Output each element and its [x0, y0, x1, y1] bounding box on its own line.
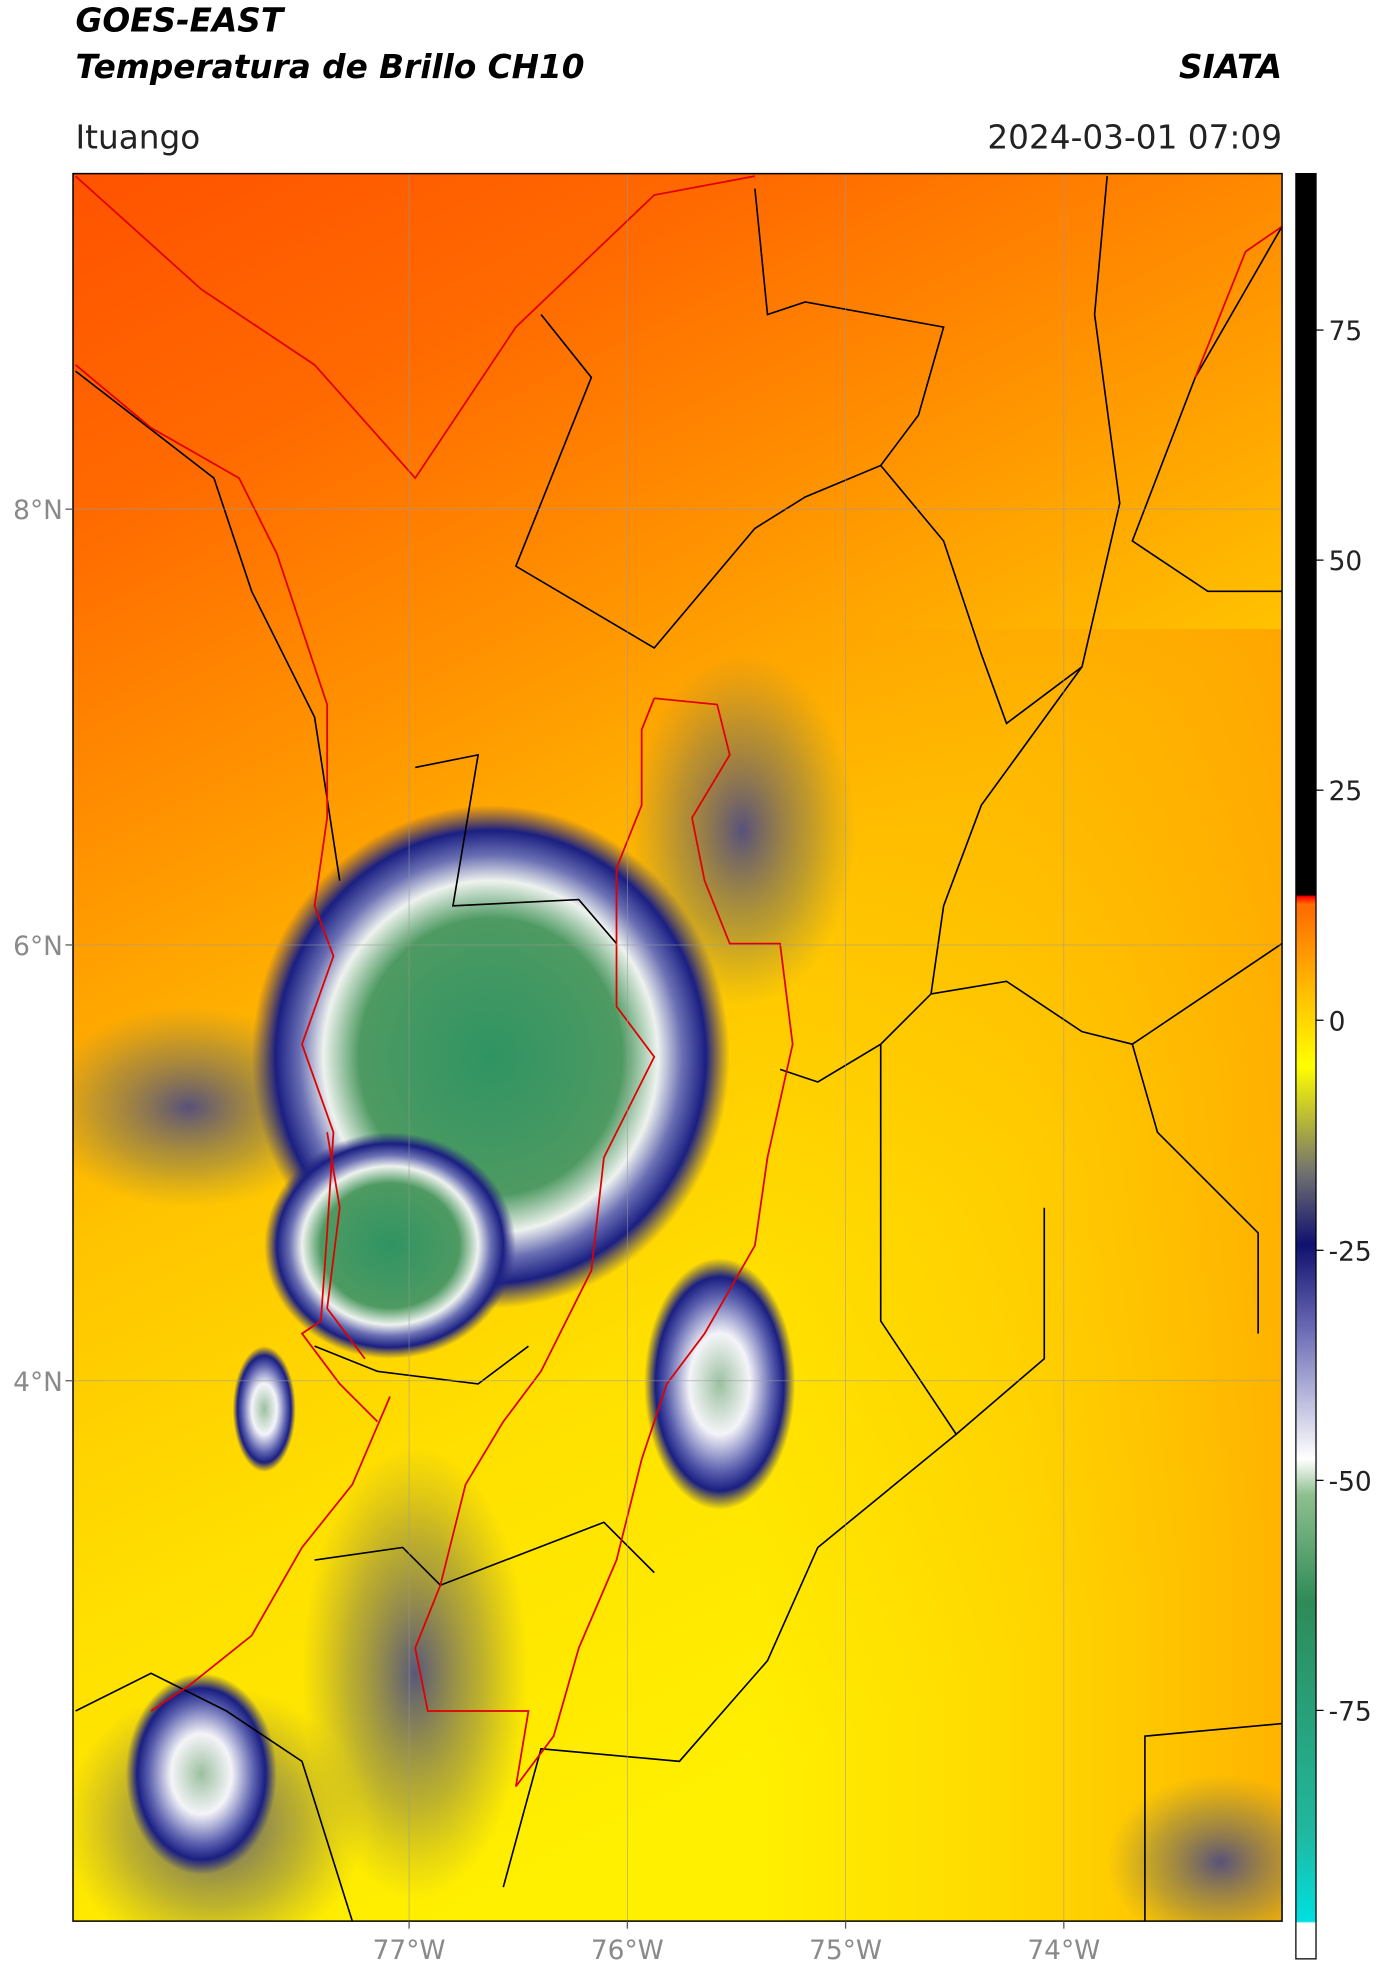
map-image [73, 173, 1283, 1922]
x-tick-label: 76°W [591, 1935, 664, 1966]
colorbar-tick-label: 25 [1329, 776, 1363, 807]
boundary [930, 942, 1283, 1046]
boundary [415, 753, 618, 945]
datetime: 2024-03-01 07:09 [987, 118, 1282, 156]
boundary [314, 1345, 529, 1385]
boundary [1144, 1722, 1283, 1922]
coastline [150, 1396, 391, 1712]
grid [73, 173, 1283, 1922]
boundary [1131, 226, 1283, 593]
y-tick-label: 6°N [13, 931, 63, 962]
ticks: 77°W 76°W 75°W 74°W 8°N 6°N 4°N 75 50 25 0 -25 -50 -7… [13, 316, 1372, 1966]
colorbar-tick-label: -50 [1329, 1466, 1372, 1497]
y-tick-label: 4°N [13, 1367, 63, 1398]
boundary [1131, 1043, 1259, 1334]
colorbar [1295, 172, 1317, 1960]
coastline [326, 1132, 366, 1360]
x-tick-label: 77°W [373, 1935, 446, 1966]
colorbar-tick-label: 0 [1329, 1006, 1346, 1037]
boundaries [75, 176, 1283, 1922]
boundary [502, 1433, 957, 1888]
cloud [232, 1346, 296, 1472]
colorbar-tick-label: 50 [1329, 546, 1363, 577]
map-frame [72, 172, 1283, 1922]
satellite-title: GOES-EAST [76, 1, 286, 39]
colorbar-tick-label: -25 [1329, 1236, 1372, 1267]
brand: SIATA [1179, 48, 1282, 86]
region: Ituango [76, 118, 201, 156]
cloud [644, 1258, 796, 1510]
colorbar-tick-label: 75 [1329, 316, 1363, 347]
colorbar-tick-label: -75 [1329, 1696, 1372, 1727]
x-tick-label: 74°W [1027, 1935, 1100, 1966]
boundary [75, 1672, 354, 1922]
y-tick-label: 8°N [13, 495, 63, 526]
product-title: Temperatura de Brillo CH10 [76, 48, 585, 86]
antioquia-border [414, 697, 794, 1788]
coastline [1194, 225, 1283, 378]
boundary [514, 188, 945, 649]
cloud [1107, 1773, 1283, 1922]
cloud [125, 1673, 277, 1875]
cloud [264, 1132, 516, 1359]
boundary [75, 370, 341, 881]
x-tick-label: 75°W [809, 1935, 882, 1966]
coastline [74, 364, 379, 1423]
coastline [74, 175, 756, 480]
boundary [880, 176, 1121, 725]
antioquia-outline [74, 175, 1283, 1788]
